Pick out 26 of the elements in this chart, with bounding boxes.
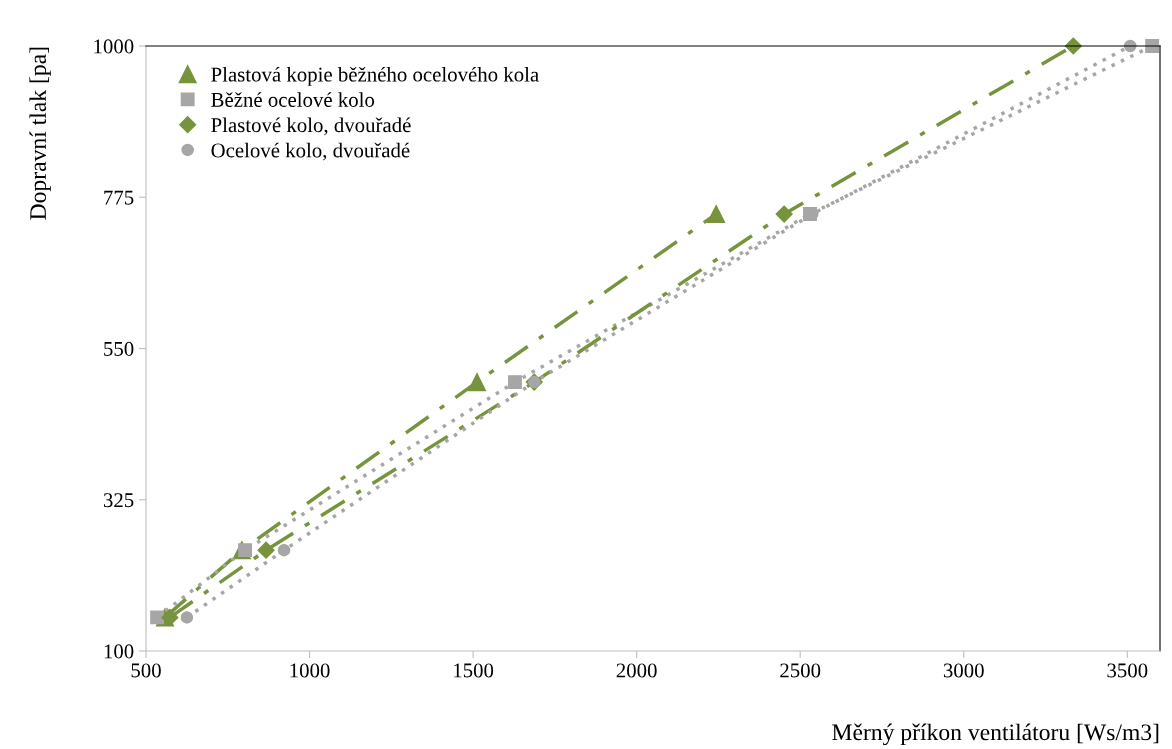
y-axis-title: Dopravní tlak [pa] [29,47,51,220]
x-tick-label: 3000 [943,663,984,678]
legend-label: Běžné ocelové kolo [211,92,375,107]
point [161,608,179,626]
point [180,611,194,624]
x-axis-title: Měrný příkon ventilátoru [Ws/m3] [832,723,1159,746]
legend-label: Ocelové kolo, dvouřadé [211,142,410,161]
legend-label: Plastová kopie běžného ocelového kola [211,66,539,86]
y-tick-label: 775 [104,190,134,205]
point [467,373,487,392]
point [707,205,726,224]
legend-label: Plastové kolo, dvouřadé [211,117,411,136]
x-tick-label: 2500 [780,663,821,678]
x-tick-label: 1000 [290,663,330,678]
x-tick-label: 2000 [616,663,657,678]
y-tick-label: 325 [103,493,134,508]
point [277,543,291,557]
x-tick-label: 1500 [454,663,494,678]
point [257,541,275,559]
point [775,205,793,223]
point [508,375,522,390]
y-tick-label: 100 [104,644,134,659]
x-tick-label: 3500 [1107,663,1148,678]
y-tick-label: 550 [104,341,134,356]
y-tick-label: 1000 [94,39,134,54]
x-tick-label: 500 [131,663,161,678]
